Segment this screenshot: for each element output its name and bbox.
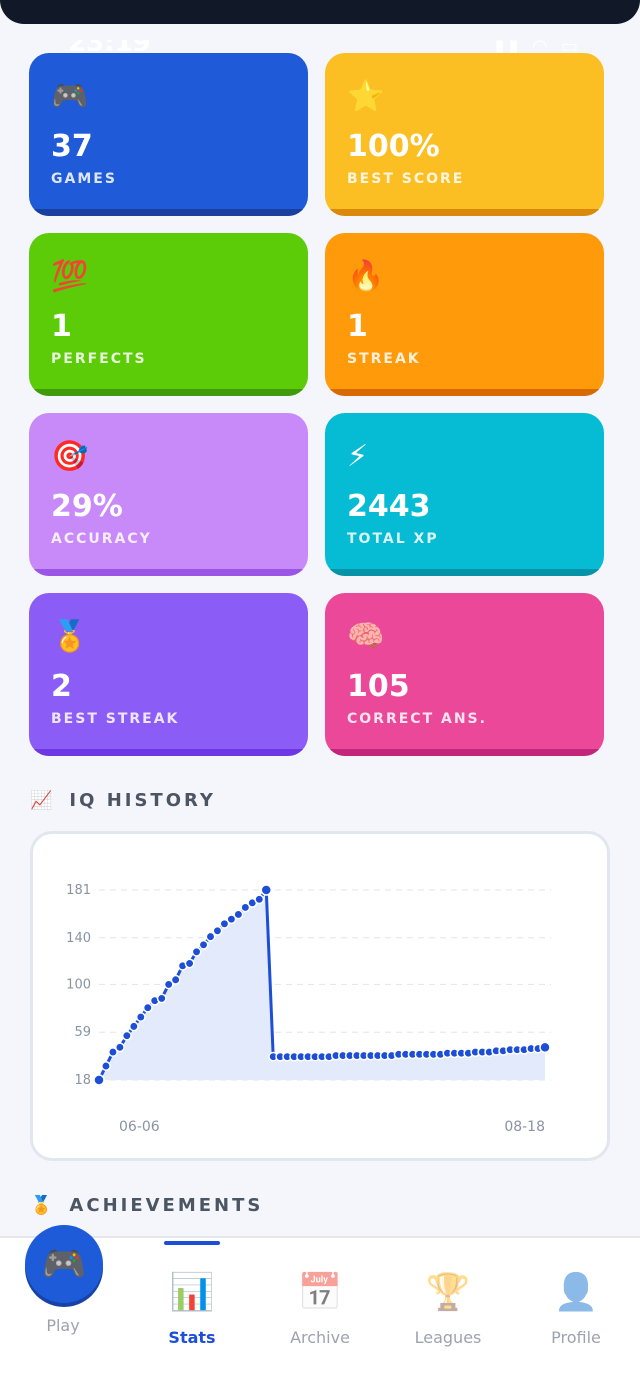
nav-item-stats[interactable]: 📊 Stats [137, 1268, 247, 1347]
data-point [184, 958, 195, 969]
card-shade [29, 209, 308, 216]
iq-history-chart: 181 140 100 59 18 06-06 08-18 [66, 883, 551, 1135]
calendar-icon: 📅 [297, 1272, 343, 1313]
card-shade [325, 389, 604, 396]
medal-icon: 🏅 [51, 619, 89, 654]
stat-label: ACCURACY [51, 531, 152, 547]
stat-card-correct-answers: 🧠 105 CORRECT ANS. [325, 593, 604, 756]
data-point [135, 1012, 146, 1023]
x-tick-label: 08-18 [504, 1119, 545, 1135]
top-notch-bar [0, 0, 640, 24]
stat-value: 100% [347, 129, 440, 164]
data-point [170, 974, 181, 985]
stat-label: CORRECT ANS. [347, 711, 487, 727]
y-tick-label: 181 [66, 883, 91, 898]
nav-label: Play [46, 1316, 80, 1335]
play-button[interactable]: 🎮 [25, 1225, 103, 1303]
nav-item-play[interactable]: Play [8, 1316, 118, 1335]
card-shade [29, 389, 308, 396]
nav-item-leagues[interactable]: 🏆 Leagues [393, 1268, 503, 1347]
hundred-points-icon: 💯 [51, 259, 89, 294]
lightning-icon: ⚡ [347, 439, 369, 474]
stat-value: 37 [51, 129, 93, 164]
stat-card-best-score: ⭐ 100% BEST SCORE [325, 53, 604, 216]
data-point [212, 925, 223, 936]
stat-label: BEST STREAK [51, 711, 180, 727]
stat-value: 1 [51, 309, 72, 344]
card-shade [325, 209, 604, 216]
target-icon: 🎯 [51, 439, 89, 474]
chart-increasing-icon: 📈 [30, 790, 56, 811]
data-point [121, 1030, 132, 1041]
stat-label: PERFECTS [51, 351, 147, 367]
y-tick-label: 18 [74, 1073, 91, 1088]
nav-label: Profile [551, 1328, 601, 1347]
data-point [539, 1041, 551, 1054]
brain-icon: 🧠 [347, 619, 385, 654]
stat-card-perfects: 💯 1 PERFECTS [29, 233, 308, 396]
data-point [156, 993, 167, 1004]
y-tick-label: 59 [74, 1025, 91, 1040]
achievements-heading: 🏅 ACHIEVEMENTS [30, 1195, 263, 1216]
stat-label: STREAK [347, 351, 421, 367]
stat-label: GAMES [51, 171, 117, 187]
bottom-nav: 🎮 Play 📊 Stats 📅 Archive 🏆 Leagues 👤 Pro… [0, 1225, 640, 1393]
card-shade [325, 749, 604, 756]
data-point [163, 979, 174, 990]
iq-history-title: IQ HISTORY [69, 790, 216, 811]
nav-item-archive[interactable]: 📅 Archive [265, 1268, 375, 1347]
data-point [128, 1021, 139, 1032]
data-point [233, 909, 244, 920]
stats-grid: 🎮 37 GAMES ⭐ 100% BEST SCORE 💯 1 PERFECT… [29, 53, 604, 756]
y-tick-label: 140 [66, 931, 91, 946]
iq-history-chart-card: 181 140 100 59 18 06-06 08-18 [30, 831, 610, 1161]
stat-card-total-xp: ⚡ 2443 TOTAL XP [325, 413, 604, 576]
nav-label: Archive [290, 1328, 350, 1347]
card-shade [29, 569, 308, 576]
data-point [205, 931, 216, 942]
stat-value: 2 [51, 669, 72, 704]
fire-icon: 🔥 [347, 259, 385, 294]
card-shade [325, 569, 604, 576]
medal-icon: 🏅 [30, 1195, 56, 1216]
data-point [191, 946, 202, 957]
data-point [240, 902, 251, 913]
stat-value: 1 [347, 309, 368, 344]
iq-history-heading: 📈 IQ HISTORY [30, 790, 216, 811]
y-tick-label: 100 [66, 977, 91, 992]
active-tab-indicator [164, 1241, 220, 1245]
stat-card-accuracy: 🎯 29% ACCURACY [29, 413, 308, 576]
stat-value: 29% [51, 489, 123, 524]
stat-value: 105 [347, 669, 410, 704]
achievements-title: ACHIEVEMENTS [69, 1195, 264, 1216]
data-point [142, 1002, 153, 1013]
star-icon: ⭐ [347, 79, 385, 114]
nav-label: Stats [168, 1328, 216, 1347]
stat-card-games: 🎮 37 GAMES [29, 53, 308, 216]
data-point [114, 1042, 125, 1053]
status-icons: ▮▮ ◠ ▭ [494, 40, 582, 57]
data-point [254, 894, 265, 905]
trophy-icon: 🏆 [425, 1272, 471, 1313]
stat-card-streak: 🔥 1 STREAK [325, 233, 604, 396]
nav-item-profile[interactable]: 👤 Profile [521, 1268, 631, 1347]
data-point [107, 1047, 118, 1057]
stat-value: 2443 [347, 489, 431, 524]
stat-label: TOTAL XP [347, 531, 439, 547]
data-point [93, 1074, 105, 1086]
user-icon: 👤 [553, 1272, 599, 1313]
gamepad-icon: 🎮 [51, 79, 89, 114]
data-point [260, 884, 272, 896]
stat-card-best-streak: 🏅 2 BEST STREAK [29, 593, 308, 756]
nav-label: Leagues [414, 1328, 482, 1347]
data-point [219, 918, 230, 929]
data-point [198, 939, 209, 950]
data-point [226, 914, 237, 925]
x-tick-label: 06-06 [119, 1119, 160, 1135]
card-shade [29, 749, 308, 756]
bar-chart-icon: 📊 [169, 1272, 215, 1313]
stat-label: BEST SCORE [347, 171, 465, 187]
data-point [101, 1061, 111, 1071]
gamepad-icon: 🎮 [41, 1244, 87, 1285]
